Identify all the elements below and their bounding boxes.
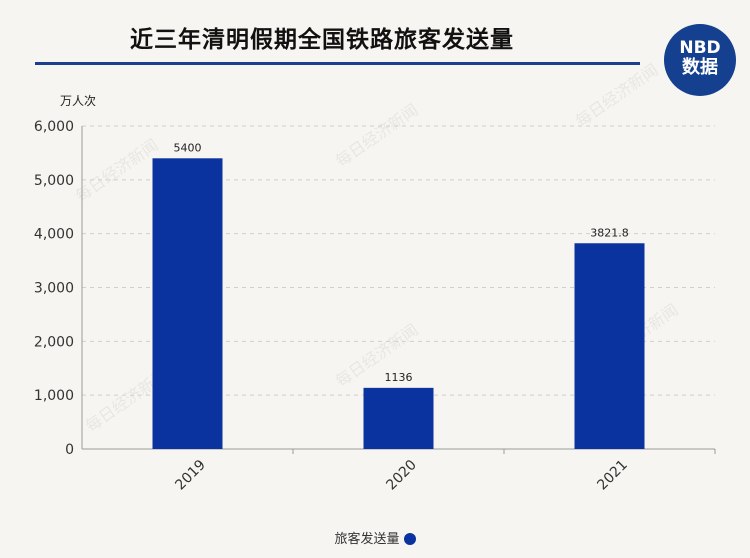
logo-text-data: 数据 xyxy=(682,57,718,78)
data-label: 1136 xyxy=(385,371,413,384)
bar xyxy=(574,243,645,449)
y-tick-label: 2,000 xyxy=(34,334,74,350)
bar xyxy=(152,158,223,450)
y-axis-unit: 万人次 xyxy=(60,94,97,108)
y-tick-label: 6,000 xyxy=(34,119,74,135)
x-tick-label: 2020 xyxy=(383,457,420,494)
logo-text-nbd: NBD xyxy=(679,38,721,58)
data-label: 5400 xyxy=(174,141,202,154)
legend[interactable]: 旅客发送量 xyxy=(0,528,750,547)
watermark-text: 每日经济新闻 xyxy=(72,135,162,206)
legend-label: 旅客发送量 xyxy=(334,532,400,547)
x-tick-label: 2019 xyxy=(172,457,209,494)
x-tick-label: 2021 xyxy=(594,457,631,494)
watermark-text: 每日经济新闻 xyxy=(332,100,422,171)
title-underline xyxy=(35,62,640,65)
legend-marker xyxy=(403,533,416,545)
y-tick-label: 5,000 xyxy=(34,173,74,189)
nbd-logo: NBD 数据 xyxy=(664,24,736,96)
data-label: 3821.8 xyxy=(590,226,629,239)
y-tick-label: 0 xyxy=(65,442,74,458)
y-tick-label: 3,000 xyxy=(34,281,74,297)
y-tick-label: 1,000 xyxy=(34,388,74,404)
watermark-text: 每日经济新闻 xyxy=(572,60,662,131)
chart-title: 近三年清明假期全国铁路旅客发送量 xyxy=(130,27,514,53)
y-tick-label: 4,000 xyxy=(34,227,74,243)
bar xyxy=(363,387,434,449)
